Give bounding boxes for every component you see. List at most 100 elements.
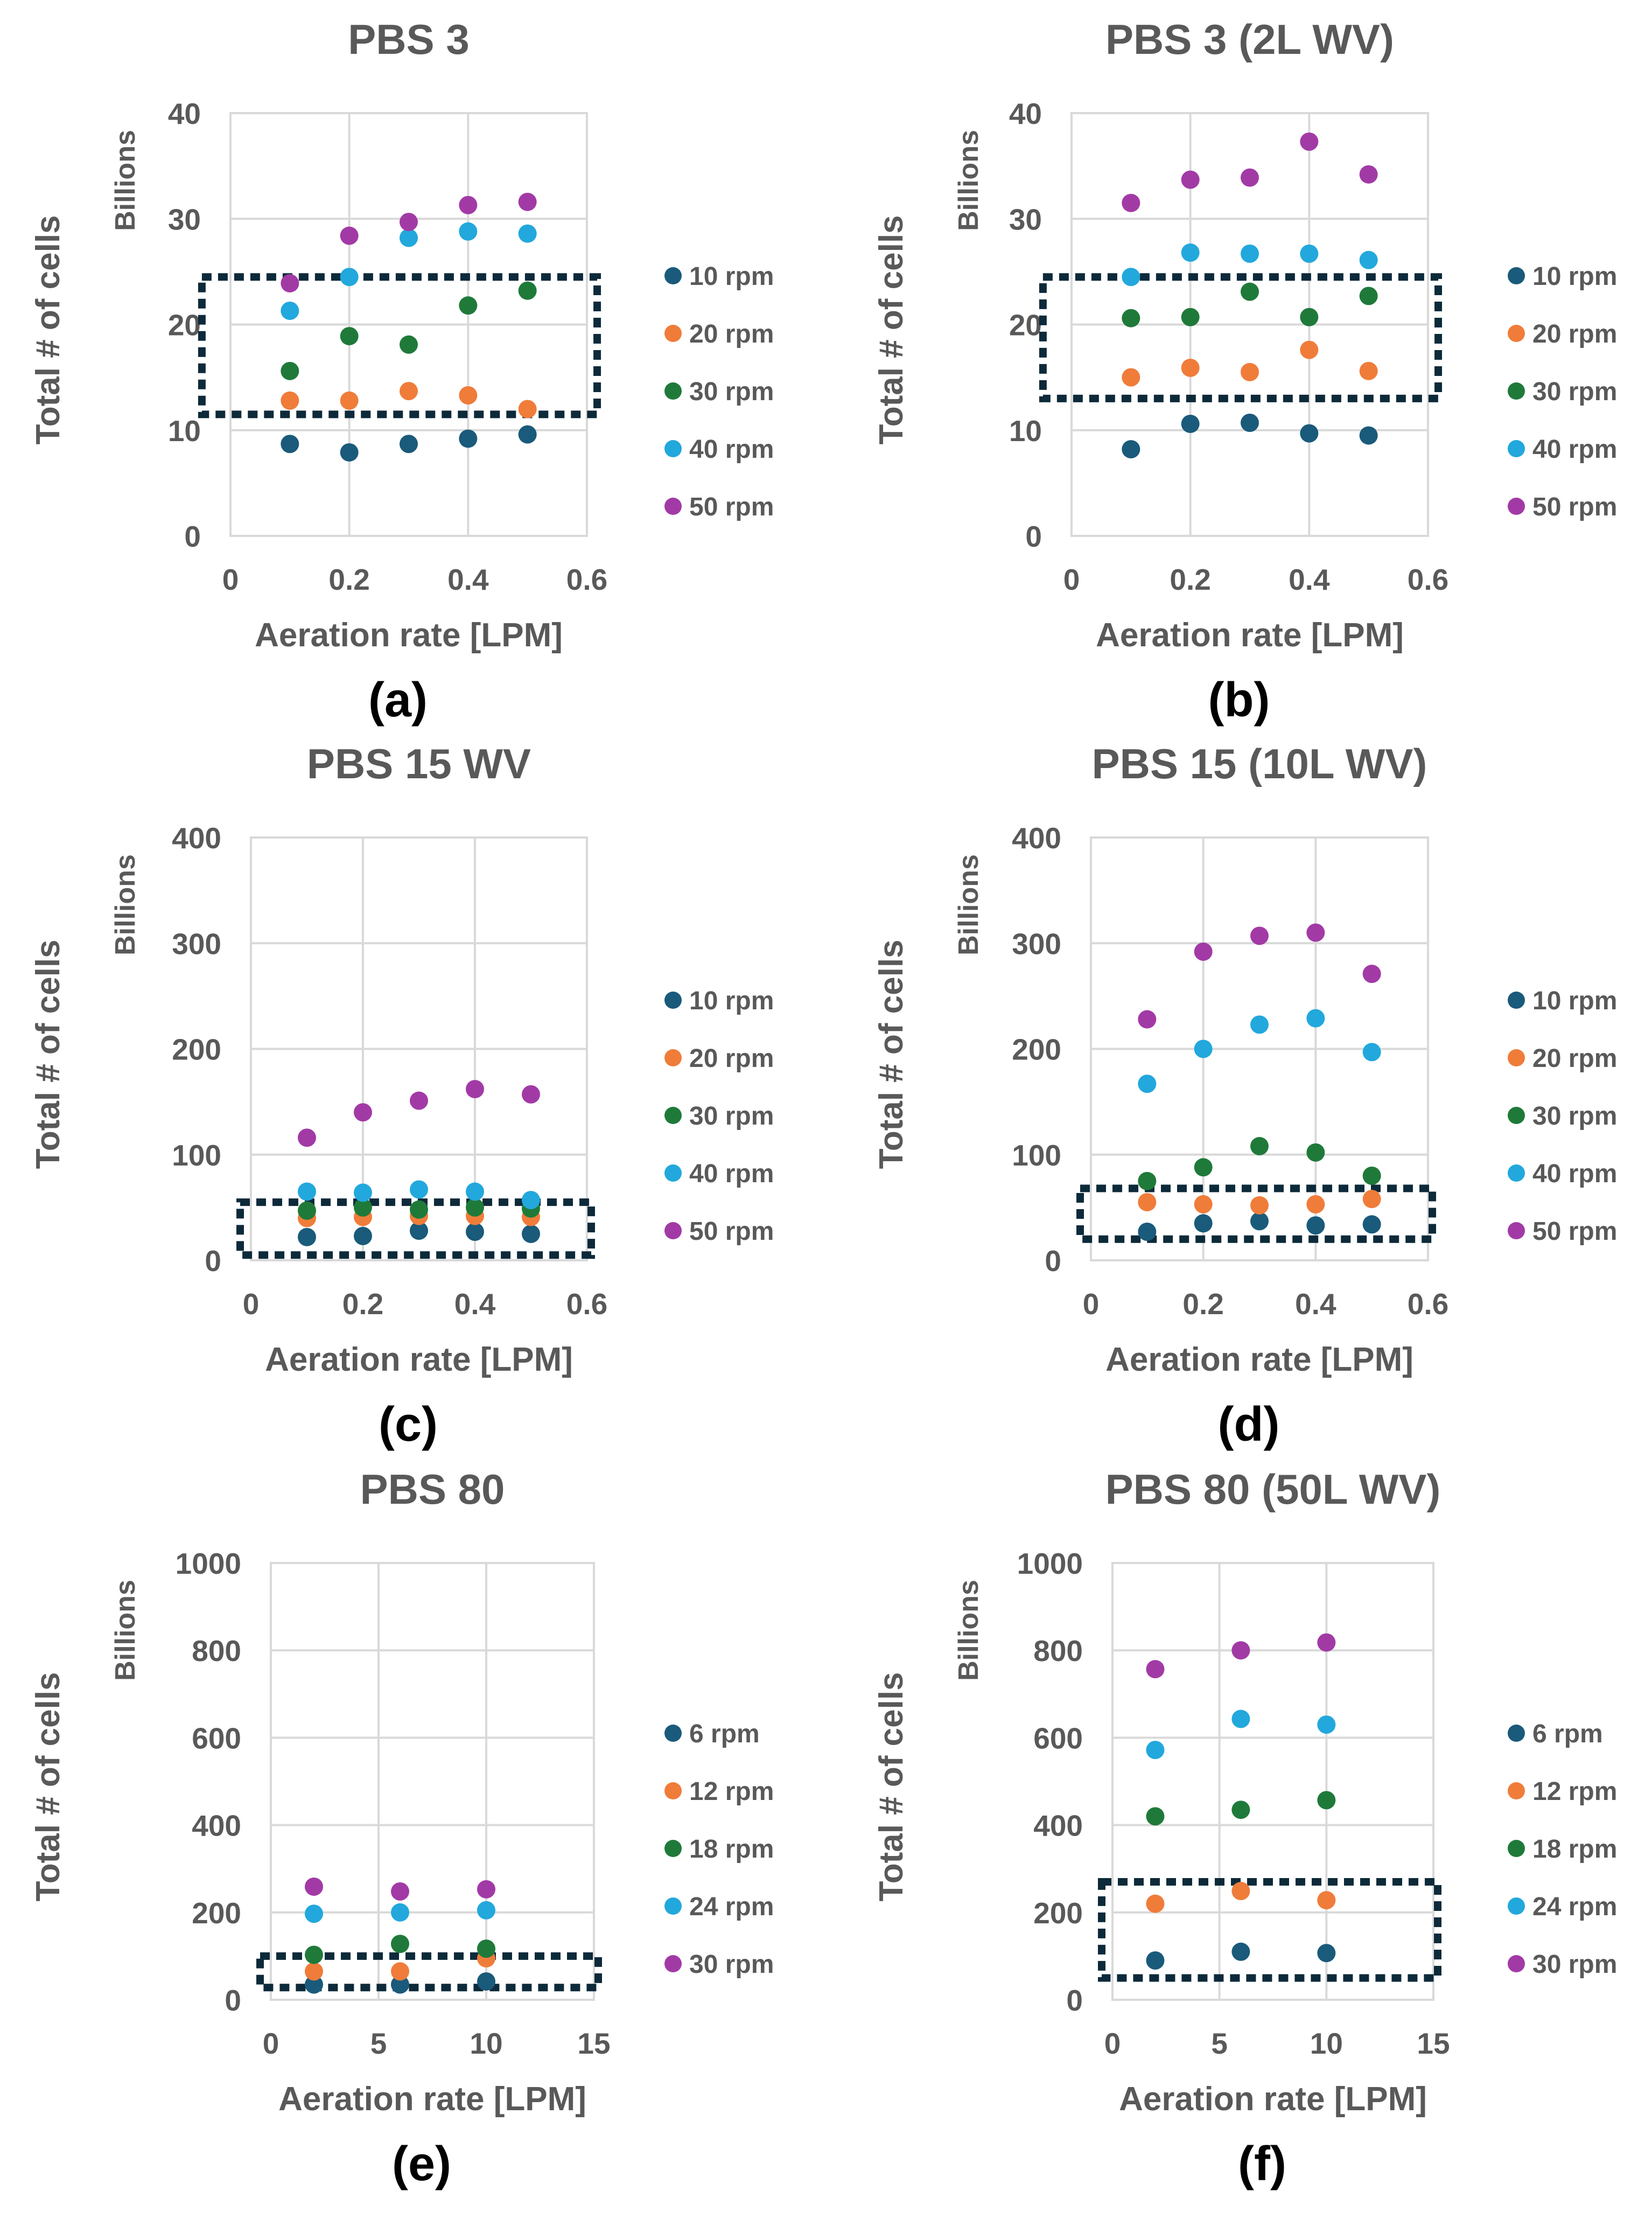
data-point <box>477 1939 495 1958</box>
data-point <box>1306 1009 1325 1028</box>
data-point <box>1362 1190 1381 1209</box>
legend-marker <box>1508 325 1525 342</box>
legend-label: 30 rpm <box>1532 378 1617 406</box>
data-point <box>1317 1791 1336 1810</box>
x-tick-label: 0 <box>1083 1287 1100 1321</box>
x-tick-label: 0.6 <box>566 1287 607 1321</box>
data-point <box>1317 1891 1336 1910</box>
legend-marker <box>1508 1725 1525 1742</box>
legend-marker <box>1508 1164 1525 1182</box>
x-axis-title: Aeration rate [LPM] <box>1105 1341 1413 1378</box>
legend-marker <box>1508 992 1525 1009</box>
data-point <box>1194 1158 1213 1177</box>
y-tick-label: 400 <box>1033 1809 1083 1843</box>
x-axis-title: Aeration rate [LPM] <box>1119 2081 1427 2118</box>
data-point <box>1122 268 1140 287</box>
data-point <box>1231 1801 1250 1819</box>
y-axis-title: Total # of cells <box>873 939 910 1169</box>
y-axis-title: Total # of cells <box>873 1672 910 1901</box>
data-point <box>1181 358 1200 377</box>
data-point <box>1300 132 1319 151</box>
x-tick-label: 0.4 <box>1295 1287 1336 1321</box>
data-point <box>518 281 537 300</box>
x-tick-label: 0.2 <box>1170 563 1210 596</box>
y-tick-label: 600 <box>192 1721 241 1755</box>
legend-label: 10 rpm <box>1532 262 1617 291</box>
data-point <box>1194 1195 1213 1213</box>
data-point <box>477 1972 495 1991</box>
legend-marker <box>1508 498 1525 515</box>
data-point <box>1300 308 1319 326</box>
y-tick-label: 200 <box>172 1033 221 1066</box>
y-axis-title: Total # of cells <box>30 1672 67 1901</box>
y-tick-label: 200 <box>192 1896 241 1930</box>
data-point <box>298 1201 316 1220</box>
legend-marker <box>664 1725 682 1742</box>
y-tick-label: 400 <box>1012 821 1061 855</box>
data-point <box>305 1877 323 1896</box>
plot-area <box>250 836 588 1261</box>
y-tick-label: 800 <box>192 1634 241 1667</box>
data-point <box>391 1882 409 1901</box>
units-label: Billions <box>953 130 984 231</box>
data-point <box>1138 1010 1157 1029</box>
data-point <box>1181 243 1200 262</box>
data-point <box>1122 193 1140 212</box>
data-point <box>1362 1167 1381 1185</box>
units-label: Billions <box>953 854 984 955</box>
y-tick-label: 1000 <box>1017 1547 1083 1580</box>
x-axis-title: Aeration rate [LPM] <box>265 1341 573 1378</box>
data-point <box>1231 1882 1250 1901</box>
data-point <box>354 1226 372 1245</box>
y-tick-label: 20 <box>168 309 201 342</box>
data-point <box>1359 165 1378 184</box>
plot-area <box>229 112 588 537</box>
data-point <box>1146 1807 1165 1826</box>
x-tick-label: 0.4 <box>447 563 489 596</box>
data-point <box>1250 1015 1269 1034</box>
data-point <box>1359 287 1378 305</box>
legend-label: 20 rpm <box>689 1044 774 1073</box>
data-point <box>1122 440 1140 459</box>
data-point <box>281 435 299 453</box>
data-point <box>1194 1214 1213 1233</box>
data-point <box>391 1903 409 1922</box>
data-point <box>1241 245 1259 263</box>
data-point <box>1194 942 1213 961</box>
units-label: Billions <box>110 1580 141 1681</box>
y-tick-label: 300 <box>1012 927 1061 960</box>
y-tick-label: 800 <box>1033 1634 1083 1667</box>
chart-panel-2: PBS 3 (2L WV) 0 10 20 30 40 0 0.2 0.4 0.6Aeration… <box>873 16 1617 727</box>
data-point <box>305 1945 323 1964</box>
legend-marker <box>1508 1782 1525 1799</box>
legend-marker <box>664 1107 682 1124</box>
legend-label: 30 rpm <box>689 378 774 406</box>
highlight-box <box>1098 1878 1441 1982</box>
y-tick-label: 0 <box>225 1984 241 2017</box>
y-axis-title: Total # of cells <box>30 939 67 1169</box>
legend-marker <box>664 440 682 457</box>
data-point <box>400 382 418 401</box>
data-point <box>459 196 478 214</box>
legend-label: 12 rpm <box>689 1777 774 1806</box>
chart-title: PBS 15 (10L WV) <box>1092 740 1427 787</box>
highlight-box <box>1039 273 1443 402</box>
data-point <box>354 1198 372 1217</box>
data-point <box>459 429 478 448</box>
legend-marker <box>664 382 682 400</box>
chart-title: PBS 80 (50L WV) <box>1105 1466 1441 1513</box>
y-tick-label: 400 <box>192 1809 241 1843</box>
data-point <box>518 192 537 211</box>
legend-label: 20 rpm <box>1532 1044 1617 1073</box>
legend-label: 24 rpm <box>689 1893 774 1921</box>
x-tick-label: 0 <box>243 1287 260 1321</box>
chart-panel-6: PBS 80 (50L WV) 0 200 400 600 800 1000 0 5 10 15 Ae… <box>873 1466 1617 2191</box>
legend-marker <box>1508 267 1525 284</box>
x-tick-label: 15 <box>577 2027 610 2060</box>
data-point <box>305 1975 323 1994</box>
x-axis-title: Aeration rate [LPM] <box>1096 617 1404 654</box>
data-point <box>1181 308 1200 326</box>
y-axis-title: Total # of cells <box>873 215 910 444</box>
data-point <box>1138 1171 1157 1190</box>
